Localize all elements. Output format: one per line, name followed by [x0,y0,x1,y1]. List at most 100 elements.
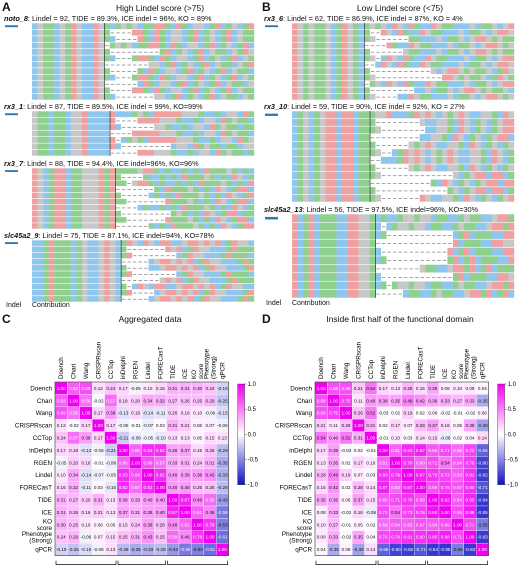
heatmap-value: 0.38 [193,473,202,478]
gel-title-slc45a2-9: slc45a2_9: Lindel = 75, TIDE = 87.1%, IC… [4,231,215,240]
heatmap-value: 0.57 [156,460,165,465]
heatmap-value: 0.04 [466,436,475,441]
colorbar-tick: 0.0 [248,432,257,438]
heatmap-value: 0.10 [82,522,91,527]
col-label: RGEN [393,360,400,379]
heatmap-value: 0.72 [466,448,475,453]
heatmap-value: 0.31 [94,498,103,503]
heatmap-value: 0.79 [404,498,413,503]
heatmap-value: 1.00 [57,386,66,391]
heatmap-value: 0.04 [366,535,375,540]
heatmap-value: -0.66 [378,547,389,552]
heatmap-value: 0.25 [119,535,128,540]
heatmap-value: 0.80 [416,535,425,540]
heatmap-value: 0.05 [193,436,202,441]
heatmap-value: 0.12 [57,423,66,428]
col-label: inDelphi [120,356,127,379]
heatmap-value: 0.10 [317,522,326,527]
heatmap-value: -0.83 [465,547,476,552]
row-label: KO [303,519,312,526]
heatmap-value: 0.15 [416,386,425,391]
heatmap-value: 0.76 [391,535,400,540]
heatmap-value: 0.13 [317,460,326,465]
row-label: Chari [297,398,312,405]
heatmap-value: 0.52 [342,436,351,441]
heatmap-value: 0.64 [453,460,462,465]
col-label: Wang [83,362,90,379]
heatmap-value: 0.63 [404,522,413,527]
col-label: Lindel [405,362,412,379]
heatmap-value: 1.00 [144,473,153,478]
heatmap-value: 0.17 [82,423,91,428]
heatmap-value: 0.82 [156,473,165,478]
heatmap-value: -0.02 [440,411,451,416]
heatmap-value: 0.28 [404,386,413,391]
heatmap-value: 1.00 [168,498,177,503]
heatmap-value: 0.27 [168,398,177,403]
heatmap-value: -0.01 [93,460,104,465]
heatmap-value: -0.07 [143,423,154,428]
heatmap-value: 0.81 [404,535,413,540]
heatmap-value: -0.53 [192,547,203,552]
heatmap-value: 0.57 [69,436,78,441]
heatmap-value: 0.31 [181,386,190,391]
heatmap-value: 0.07 [354,473,363,478]
heatmap-value: -0.82 [477,473,488,478]
heatmap-value: 0.17 [119,386,128,391]
heatmap-value: 0.67 [453,485,462,490]
heatmap-value: 0.40 [366,398,375,403]
heatmap-value: -0.14 [81,473,92,478]
row-label: KO [43,519,52,526]
heatmap-value: 0.71 [379,510,388,515]
heatmap-value: -0.19 [56,547,67,552]
heatmap-value: -0.02 [93,398,104,403]
heatmap-value: 0.78 [206,522,215,527]
heatmap-value: 0.57 [106,398,115,403]
heatmap-value: 0.04 [478,386,487,391]
heatmap-value: -0.33 [143,547,154,552]
heatmap-value: 0.58 [168,535,177,540]
heatmap-value: -0.39 [353,547,364,552]
heatmap-value: 0.85 [466,498,475,503]
heatmap-value: 0.68 [144,460,153,465]
heatmap-value: 0.31 [57,498,66,503]
heatmap-value: 0.17 [57,448,66,453]
heatmap-value: 0.13 [168,436,177,441]
heatmap-value: 0.38 [144,510,153,515]
heatmap-value: 0.21 [354,386,363,391]
heatmap-value: 0.33 [329,535,338,540]
heatmap-value: 0.43 [144,535,153,540]
heatmap-value: 0.31 [181,460,190,465]
heatmap-value: 0.35 [391,398,400,403]
heatmap-value: -0.66 [477,448,488,453]
heatmap-value: 0.87 [404,485,413,490]
row-label: Lindel [35,472,52,479]
heatmap-value: 0.17 [354,460,363,465]
heatmap-value: 1.00 [453,522,462,527]
colorbar-tick: -0.5 [248,458,259,464]
heatmap-value: 0.46 [181,535,190,540]
colorbar-tick: -1.0 [248,483,259,489]
heatmap-value: 1.00 [218,547,227,552]
row-label: Doench [290,385,312,392]
heatmap-value: 0.60 [131,448,140,453]
heatmap-value: 0.26 [69,510,78,515]
heatmap-value: 0.31 [354,436,363,441]
heatmap-value: 0.29 [206,398,215,403]
heatmap-value: 0.06 [478,411,487,416]
heatmap-value: 0.92 [428,510,437,515]
heatmap-value: -0.43 [217,498,228,503]
heatmap-value: 0.20 [69,460,78,465]
group-bracket [427,560,488,565]
heatmap-value: -0.01 [130,423,141,428]
heatmap-value: 0.40 [329,436,338,441]
heatmap-value: 0.64 [428,522,437,527]
heatmap-value: 0.46 [206,510,215,515]
heatmap-value: 0.82 [156,448,165,453]
row-label: TIDE [38,497,52,504]
heatmap-value: 0.61 [391,448,400,453]
heatmap-value: 0.08 [441,386,450,391]
heatmap-value: 0.69 [428,485,437,490]
heatmap-value: 1.00 [317,386,326,391]
heatmap-value: 0.17 [106,423,115,428]
